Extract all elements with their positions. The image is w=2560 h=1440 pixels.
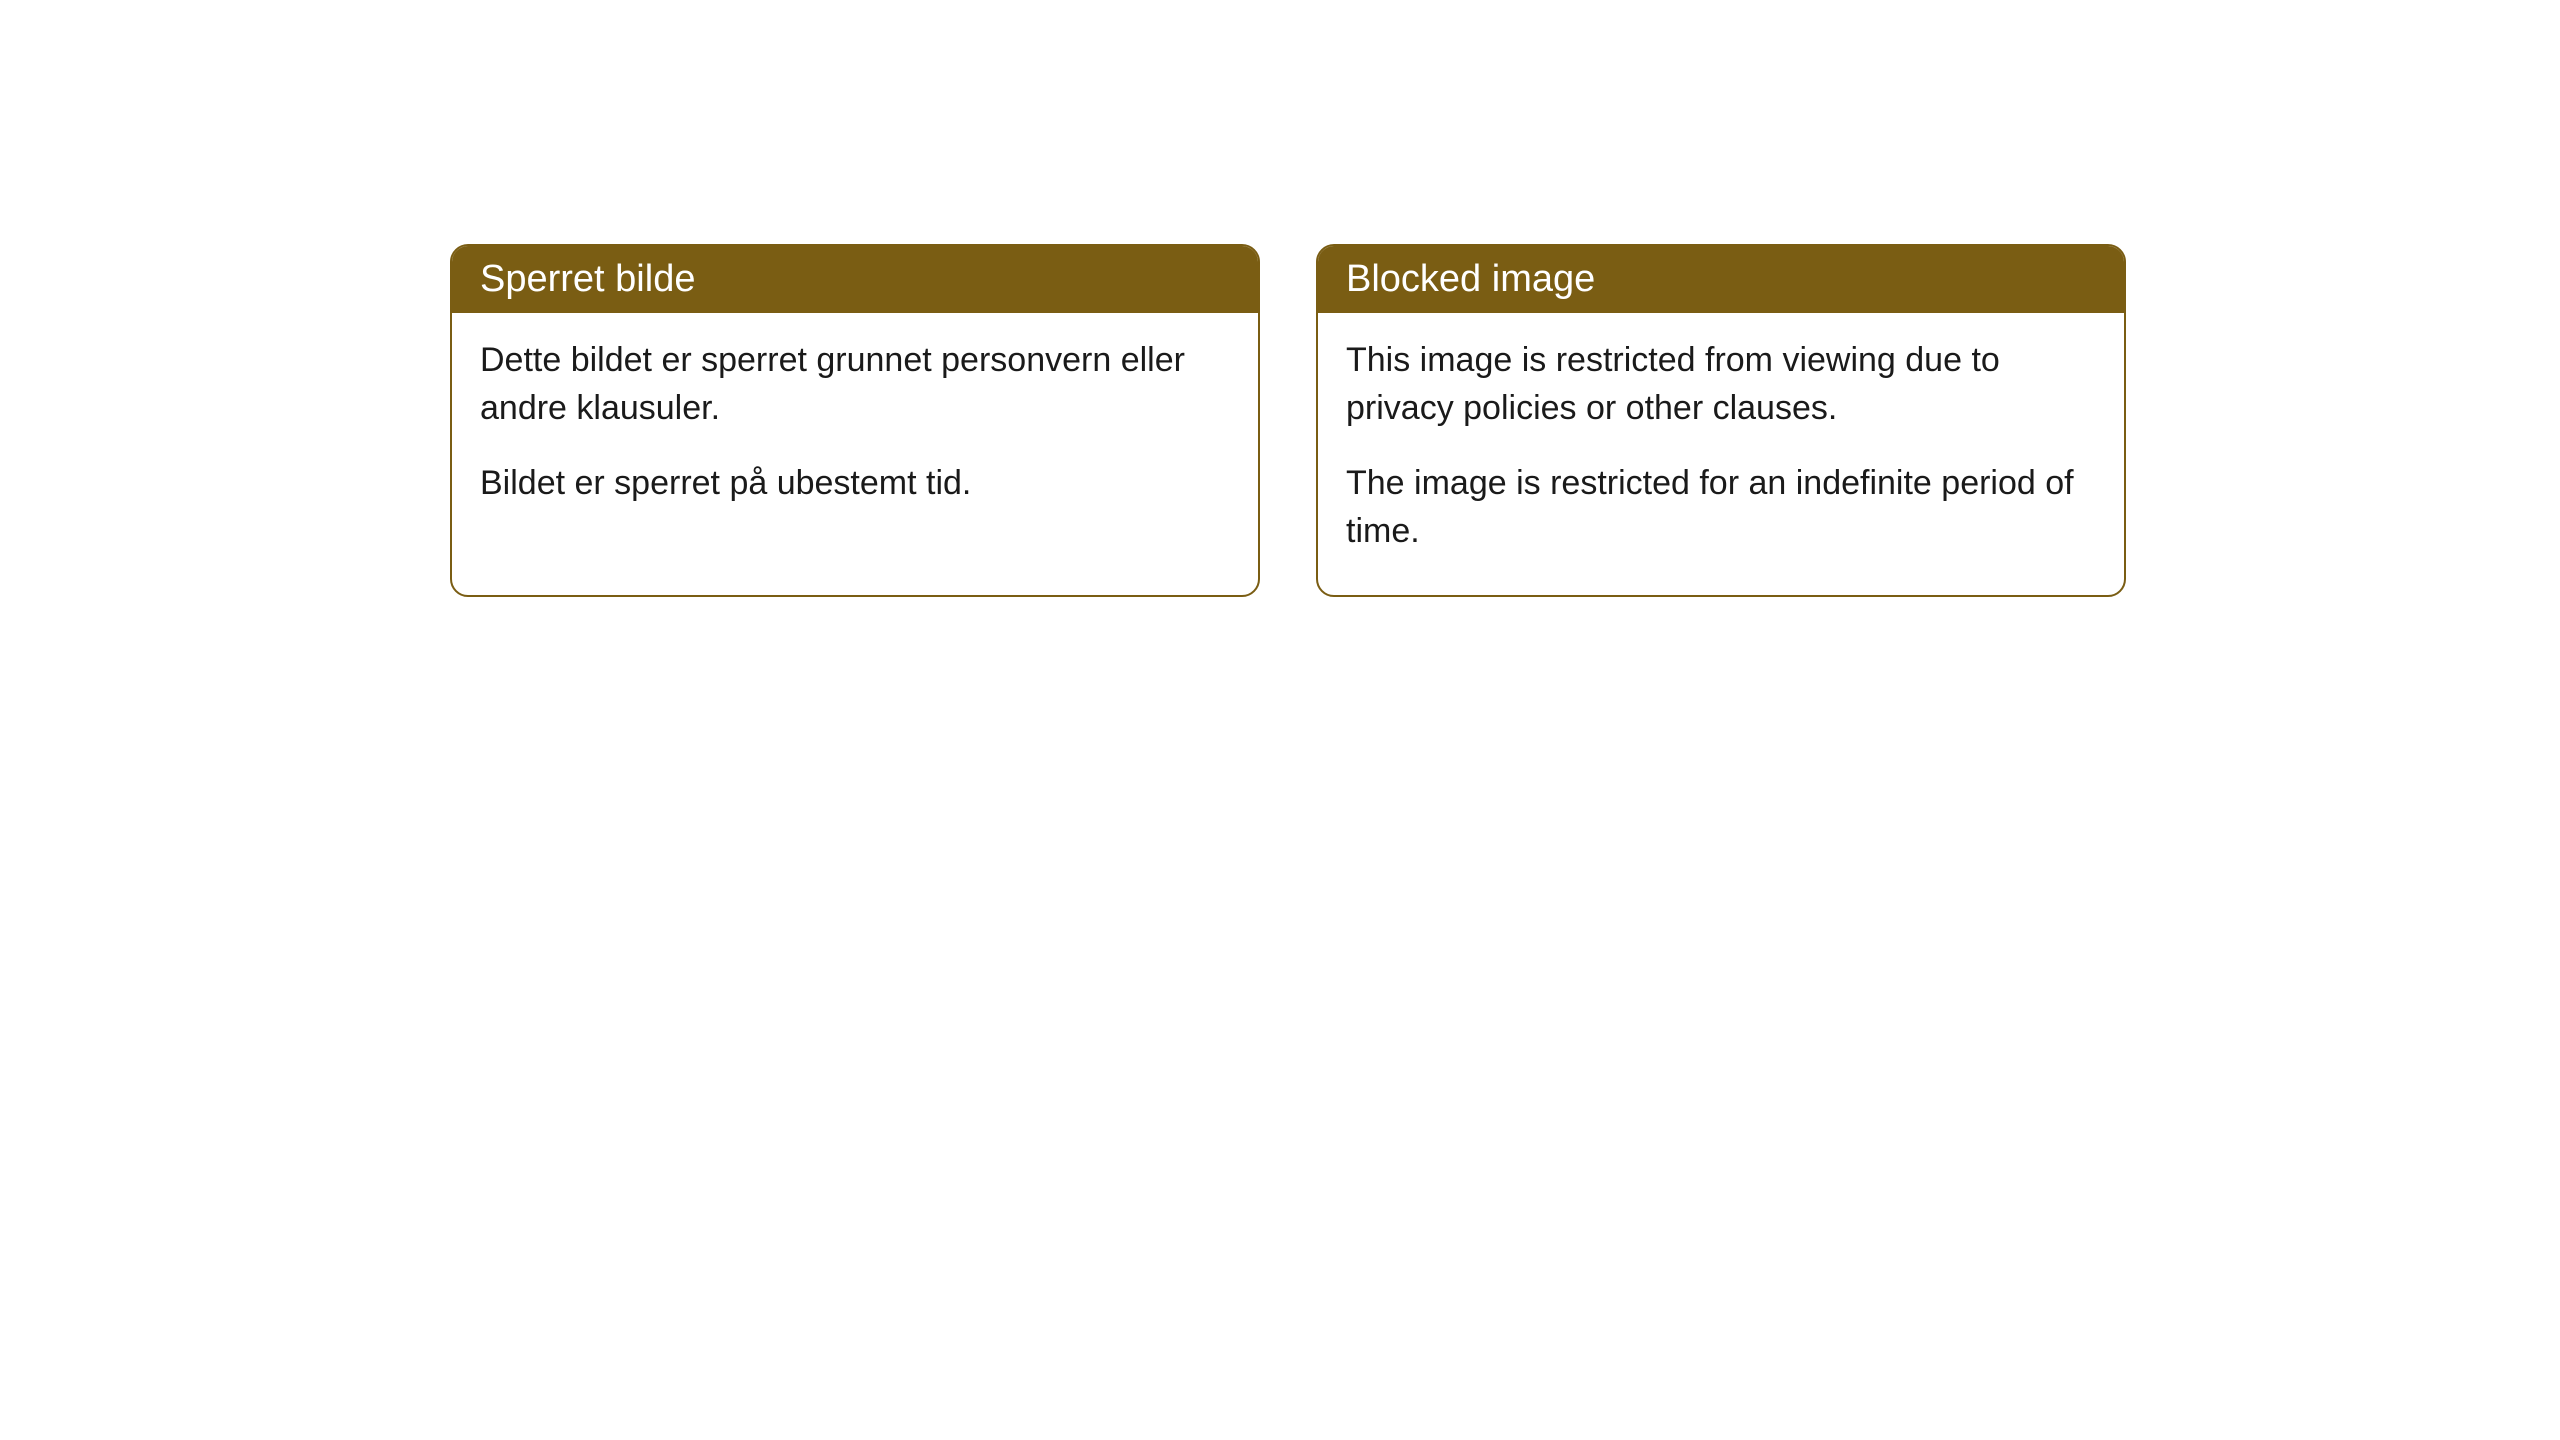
card-paragraph: Dette bildet er sperret grunnet personve…	[480, 337, 1230, 432]
notice-card-english: Blocked image This image is restricted f…	[1316, 244, 2126, 597]
card-header-english: Blocked image	[1318, 246, 2124, 313]
card-paragraph: The image is restricted for an indefinit…	[1346, 460, 2096, 555]
card-title: Sperret bilde	[480, 258, 695, 300]
card-paragraph: Bildet er sperret på ubestemt tid.	[480, 460, 1230, 508]
card-title: Blocked image	[1346, 258, 1595, 300]
notice-cards-container: Sperret bilde Dette bildet er sperret gr…	[450, 244, 2126, 597]
card-body-english: This image is restricted from viewing du…	[1318, 313, 2124, 595]
card-header-norwegian: Sperret bilde	[452, 246, 1258, 313]
notice-card-norwegian: Sperret bilde Dette bildet er sperret gr…	[450, 244, 1260, 597]
card-body-norwegian: Dette bildet er sperret grunnet personve…	[452, 313, 1258, 548]
card-paragraph: This image is restricted from viewing du…	[1346, 337, 2096, 432]
